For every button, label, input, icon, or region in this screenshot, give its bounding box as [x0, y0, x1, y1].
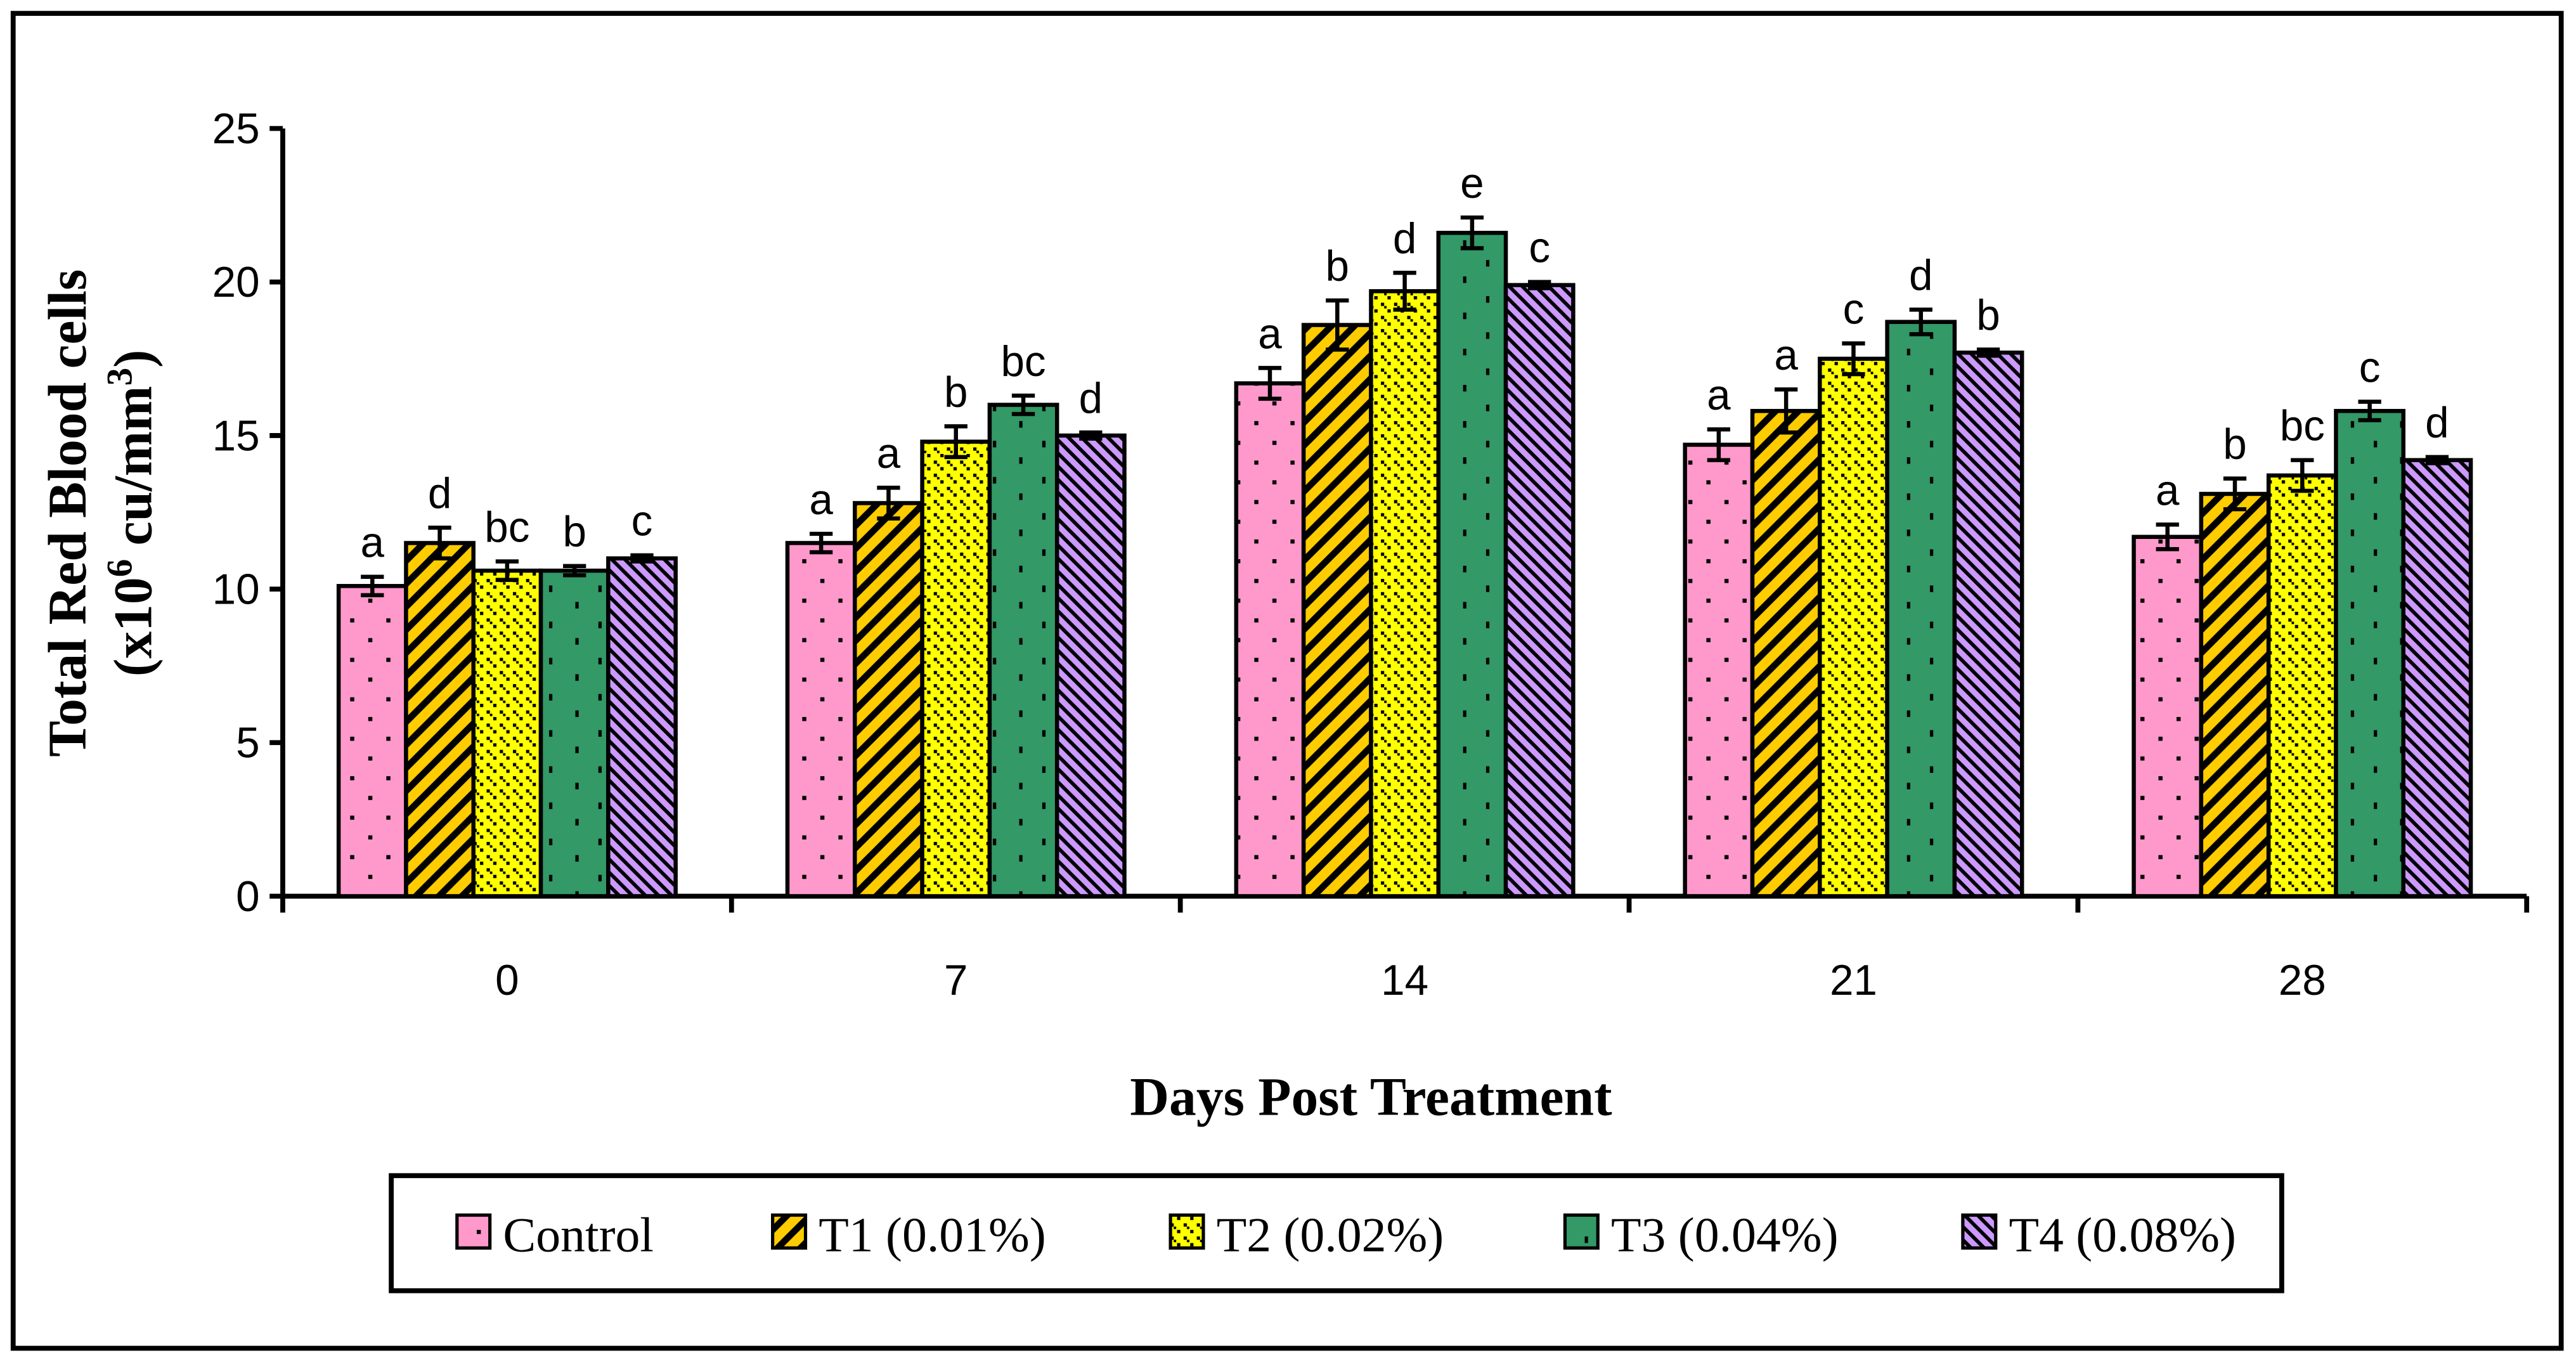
significance-letter: a — [1707, 372, 1731, 419]
legend-label: Control — [503, 1208, 654, 1262]
bar-t2-day-14 — [1369, 289, 1440, 898]
bar-t4-day-14 — [1503, 283, 1576, 898]
bar-t3-day-0 — [538, 568, 611, 898]
legend-swatch — [1563, 1213, 1600, 1250]
significance-letter: c — [1843, 286, 1865, 334]
legend-item: T4 (0.08%) — [1961, 1208, 2236, 1262]
x-tick-label: 0 — [495, 957, 519, 1004]
x-tick-label: 14 — [1381, 957, 1428, 1004]
x-tick-label: 28 — [2279, 957, 2326, 1004]
legend-swatch — [1168, 1213, 1205, 1250]
significance-letter: bc — [2280, 403, 2325, 450]
bar-t3-day-14 — [1436, 231, 1508, 898]
significance-letter: a — [2156, 467, 2180, 514]
y-tick-label: 25 — [212, 105, 260, 153]
significance-letter: e — [1460, 160, 1484, 207]
legend-item: T3 (0.04%) — [1563, 1208, 1838, 1262]
y-tick-label: 15 — [212, 412, 260, 460]
bar-control-day-28 — [2132, 534, 2204, 898]
significance-letter: b — [1976, 292, 2000, 339]
y-tick-label: 5 — [236, 720, 260, 767]
y-axis-title: Total Red Blood cells (x106 cu/mm3) — [37, 269, 164, 757]
x-axis-title: Days Post Treatment — [1130, 1066, 1612, 1127]
significance-letter: a — [361, 519, 385, 567]
significance-letter: b — [1326, 243, 1350, 290]
bar-t4-day-21 — [1952, 350, 2024, 898]
bar-control-day-21 — [1683, 443, 1755, 898]
legend-label: T2 (0.02%) — [1217, 1208, 1444, 1262]
legend-item: T1 (0.01%) — [771, 1208, 1046, 1262]
legend-item: T2 (0.02%) — [1168, 1208, 1444, 1262]
bar-control-day-0 — [336, 584, 408, 898]
bar-t1-day-28 — [2199, 491, 2271, 898]
significance-letter: bc — [484, 503, 529, 551]
legend-label: T1 (0.01%) — [819, 1208, 1046, 1262]
significance-letter: d — [2425, 399, 2449, 447]
significance-letter: b — [944, 368, 968, 416]
bar-t2-day-21 — [1818, 356, 1889, 898]
legend: Control T1 (0.01%) T2 (0.02%) T3 (0.04%) T4 … — [389, 1173, 2284, 1293]
bar-t2-day-0 — [471, 568, 543, 898]
legend-swatch — [455, 1213, 492, 1250]
legend-label: T4 (0.08%) — [2009, 1208, 2236, 1262]
svg-text:(x106 cu/mm3): (x106 cu/mm3) — [100, 350, 163, 677]
bar-t2-day-7 — [920, 439, 992, 898]
bar-t3-day-28 — [2334, 408, 2405, 898]
y-tick-label: 20 — [212, 259, 260, 306]
significance-letter: c — [2359, 344, 2381, 392]
bar-t1-day-0 — [404, 541, 476, 898]
significance-letter: a — [809, 476, 833, 524]
bar-t3-day-7 — [987, 403, 1059, 898]
x-tick-label: 21 — [1830, 957, 1877, 1004]
legend-item: Control — [455, 1208, 654, 1262]
y-tick-label: 10 — [212, 566, 260, 613]
significance-letter: d — [428, 470, 452, 517]
legend-swatch — [771, 1213, 808, 1250]
bar-t1-day-14 — [1301, 323, 1373, 898]
bar-t2-day-28 — [2266, 473, 2338, 898]
significance-letter: c — [631, 498, 653, 545]
significance-letter: b — [562, 508, 586, 556]
significance-letter: c — [1529, 224, 1550, 272]
significance-letter: a — [1258, 310, 1282, 358]
significance-letter: d — [1393, 215, 1417, 262]
y-tick-label: 0 — [236, 873, 260, 921]
significance-letter: d — [1079, 375, 1103, 422]
bar-t1-day-7 — [853, 501, 924, 898]
legend-swatch — [1961, 1213, 1998, 1250]
significance-letter: b — [2223, 421, 2247, 469]
x-tick-label: 7 — [944, 957, 968, 1004]
bar-t4-day-28 — [2401, 458, 2473, 898]
significance-letter: a — [877, 430, 901, 477]
bar-control-day-14 — [1234, 381, 1306, 898]
bar-t4-day-0 — [606, 556, 678, 898]
svg-text:Total Red Blood cells: Total Red Blood cells — [37, 269, 98, 757]
bar-t4-day-7 — [1054, 433, 1127, 898]
bar-control-day-7 — [785, 541, 857, 898]
significance-letter: bc — [1000, 338, 1045, 385]
bar-t1-day-21 — [1750, 408, 1822, 898]
significance-letter: d — [1909, 252, 1933, 299]
significance-letter: a — [1774, 332, 1798, 379]
legend-label: T3 (0.04%) — [1611, 1208, 1838, 1262]
bar-t3-day-21 — [1885, 320, 1957, 898]
